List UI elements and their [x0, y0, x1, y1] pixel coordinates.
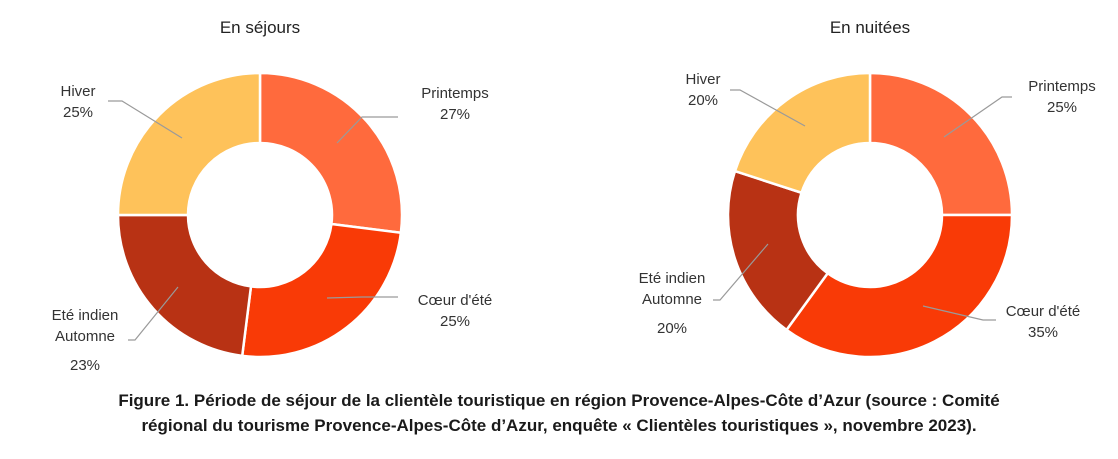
leader-line-1-2 — [713, 243, 769, 301]
donut-slice-1-2 — [726, 169, 830, 332]
leader-line-0-1 — [326, 296, 398, 299]
slice-value-0-0: 27% — [440, 106, 470, 123]
slice-label-0-0: Printemps 27% — [421, 85, 489, 123]
chart-title-sejours: En séjours — [220, 18, 300, 37]
slice-label-0-3: Hiver 25% — [60, 83, 95, 121]
donut-slice-0-2 — [116, 213, 253, 358]
slice-value-0-1: 25% — [440, 313, 470, 330]
donut-slice-1-0 — [868, 71, 1014, 217]
slice-value-0-3: 25% — [63, 104, 93, 121]
leader-line-1-1 — [922, 305, 996, 321]
slice-value-1-3: 20% — [688, 92, 718, 109]
leader-line-0-3 — [108, 100, 183, 139]
slice-value-1-1: 35% — [1028, 324, 1058, 341]
leader-line-1-3 — [730, 89, 806, 127]
donut-slice-0-1 — [240, 222, 403, 359]
slice-label-1-2: Eté indien Automne 20% — [639, 270, 706, 337]
slice-label-1-0: Printemps 25% — [1028, 78, 1096, 116]
chart-title-nuitees: En nuitées — [830, 18, 910, 37]
leader-line-0-0 — [336, 116, 398, 144]
donut-slice-0-0 — [258, 71, 404, 235]
slice-value-0-2: 23% — [70, 357, 100, 374]
leader-line-1-0 — [943, 96, 1012, 138]
donut-slice-1-1 — [784, 213, 1014, 359]
donut-chart-sejours: En séjours Printemps 27% Cœur d'été 25% Eté … — [52, 18, 493, 374]
figure-caption-line-1: Figure 1. Période de séjour de la client… — [118, 391, 1000, 410]
figure-caption: Figure 1. Période de séjour de la client… — [0, 388, 1118, 438]
leader-line-0-2 — [128, 286, 179, 341]
slice-label-1-3: Hiver 20% — [685, 71, 720, 109]
donut-slice-0-3 — [116, 71, 262, 217]
slice-label-0-2: Eté indien Automne 23% — [52, 307, 119, 374]
slice-label-0-1: Cœur d'été 25% — [418, 292, 493, 330]
slice-value-1-0: 25% — [1047, 99, 1077, 116]
slice-label-1-1: Cœur d'été 35% — [1006, 303, 1081, 341]
slice-value-1-2: 20% — [657, 320, 687, 337]
donut-slice-1-3 — [733, 71, 872, 195]
donut-chart-nuitees: En nuitées Printemps 25% Cœur d'été 35% Eté … — [639, 18, 1096, 359]
figure-area: En séjours Printemps 27% Cœur d'été 25% Eté … — [52, 18, 1096, 374]
figure-caption-line-2: régional du tourisme Provence-Alpes-Côte… — [141, 416, 977, 435]
